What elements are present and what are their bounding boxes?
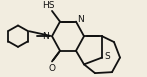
Text: HS: HS (42, 1, 54, 10)
Text: O: O (49, 64, 56, 73)
Text: N: N (77, 15, 84, 24)
Text: N: N (42, 32, 49, 41)
Text: S: S (104, 52, 110, 61)
